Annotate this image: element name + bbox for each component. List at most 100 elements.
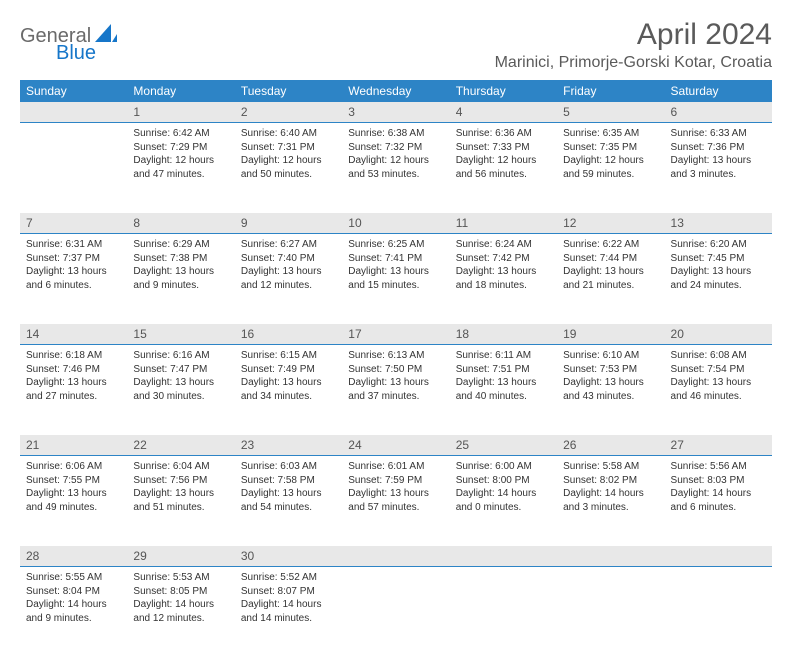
daylight-text: Daylight: 13 hours and 30 minutes. xyxy=(133,376,228,403)
day-cell: Sunrise: 6:36 AMSunset: 7:33 PMDaylight:… xyxy=(450,123,557,213)
daylight-text: Daylight: 13 hours and 12 minutes. xyxy=(241,265,336,292)
day-number: 6 xyxy=(665,102,772,123)
sunset-text: Sunset: 7:49 PM xyxy=(241,363,336,377)
sunrise-text: Sunrise: 5:52 AM xyxy=(241,571,336,585)
day-number: 30 xyxy=(235,546,342,567)
day-content: Sunrise: 5:53 AMSunset: 8:05 PMDaylight:… xyxy=(127,567,234,633)
weekday-header: Sunday xyxy=(20,80,127,102)
empty-day-number xyxy=(557,546,664,567)
day-cell xyxy=(342,567,449,657)
daylight-text: Daylight: 13 hours and 9 minutes. xyxy=(133,265,228,292)
day-number: 13 xyxy=(665,213,772,234)
day-content: Sunrise: 5:58 AMSunset: 8:02 PMDaylight:… xyxy=(557,456,664,522)
day-number: 9 xyxy=(235,213,342,234)
sunset-text: Sunset: 7:42 PM xyxy=(456,252,551,266)
day-cell: Sunrise: 6:22 AMSunset: 7:44 PMDaylight:… xyxy=(557,234,664,324)
day-content: Sunrise: 6:06 AMSunset: 7:55 PMDaylight:… xyxy=(20,456,127,522)
day-content: Sunrise: 6:03 AMSunset: 7:58 PMDaylight:… xyxy=(235,456,342,522)
day-content: Sunrise: 5:56 AMSunset: 8:03 PMDaylight:… xyxy=(665,456,772,522)
empty-day-number xyxy=(20,102,127,123)
sunset-text: Sunset: 7:54 PM xyxy=(671,363,766,377)
sunrise-text: Sunrise: 5:58 AM xyxy=(563,460,658,474)
daylight-text: Daylight: 13 hours and 18 minutes. xyxy=(456,265,551,292)
sunrise-text: Sunrise: 5:56 AM xyxy=(671,460,766,474)
sunset-text: Sunset: 7:40 PM xyxy=(241,252,336,266)
sunrise-text: Sunrise: 6:25 AM xyxy=(348,238,443,252)
daylight-text: Daylight: 13 hours and 49 minutes. xyxy=(26,487,121,514)
sunset-text: Sunset: 7:56 PM xyxy=(133,474,228,488)
day-number: 3 xyxy=(342,102,449,123)
sunrise-text: Sunrise: 6:20 AM xyxy=(671,238,766,252)
sunrise-text: Sunrise: 6:11 AM xyxy=(456,349,551,363)
day-cell xyxy=(450,567,557,657)
weekday-header: Tuesday xyxy=(235,80,342,102)
day-number: 12 xyxy=(557,213,664,234)
day-content-row: Sunrise: 6:18 AMSunset: 7:46 PMDaylight:… xyxy=(20,345,772,435)
day-cell: Sunrise: 5:58 AMSunset: 8:02 PMDaylight:… xyxy=(557,456,664,546)
weekday-header: Saturday xyxy=(665,80,772,102)
daylight-text: Daylight: 13 hours and 40 minutes. xyxy=(456,376,551,403)
day-number: 24 xyxy=(342,435,449,456)
sunset-text: Sunset: 8:04 PM xyxy=(26,585,121,599)
daynum-row: 14151617181920 xyxy=(20,324,772,345)
day-number: 14 xyxy=(20,324,127,345)
sunset-text: Sunset: 7:38 PM xyxy=(133,252,228,266)
empty-day-number xyxy=(450,546,557,567)
daylight-text: Daylight: 13 hours and 37 minutes. xyxy=(348,376,443,403)
sunset-text: Sunset: 8:07 PM xyxy=(241,585,336,599)
empty-day-number xyxy=(665,546,772,567)
day-cell: Sunrise: 6:01 AMSunset: 7:59 PMDaylight:… xyxy=(342,456,449,546)
day-number: 19 xyxy=(557,324,664,345)
day-content: Sunrise: 6:25 AMSunset: 7:41 PMDaylight:… xyxy=(342,234,449,300)
day-content-row: Sunrise: 6:31 AMSunset: 7:37 PMDaylight:… xyxy=(20,234,772,324)
header: General Blue April 2024 Marinici, Primor… xyxy=(20,18,772,72)
sunset-text: Sunset: 7:35 PM xyxy=(563,141,658,155)
day-content-row: Sunrise: 5:55 AMSunset: 8:04 PMDaylight:… xyxy=(20,567,772,657)
day-content: Sunrise: 5:52 AMSunset: 8:07 PMDaylight:… xyxy=(235,567,342,633)
day-content: Sunrise: 6:27 AMSunset: 7:40 PMDaylight:… xyxy=(235,234,342,300)
day-content: Sunrise: 6:22 AMSunset: 7:44 PMDaylight:… xyxy=(557,234,664,300)
weekday-header-row: SundayMondayTuesdayWednesdayThursdayFrid… xyxy=(20,80,772,102)
day-content: Sunrise: 6:13 AMSunset: 7:50 PMDaylight:… xyxy=(342,345,449,411)
daylight-text: Daylight: 13 hours and 51 minutes. xyxy=(133,487,228,514)
day-number: 17 xyxy=(342,324,449,345)
sunrise-text: Sunrise: 6:01 AM xyxy=(348,460,443,474)
day-content: Sunrise: 6:20 AMSunset: 7:45 PMDaylight:… xyxy=(665,234,772,300)
day-content: Sunrise: 6:24 AMSunset: 7:42 PMDaylight:… xyxy=(450,234,557,300)
daylight-text: Daylight: 13 hours and 24 minutes. xyxy=(671,265,766,292)
sunrise-text: Sunrise: 6:35 AM xyxy=(563,127,658,141)
day-content-row: Sunrise: 6:06 AMSunset: 7:55 PMDaylight:… xyxy=(20,456,772,546)
day-number: 11 xyxy=(450,213,557,234)
daylight-text: Daylight: 12 hours and 56 minutes. xyxy=(456,154,551,181)
sunrise-text: Sunrise: 6:10 AM xyxy=(563,349,658,363)
day-content: Sunrise: 6:11 AMSunset: 7:51 PMDaylight:… xyxy=(450,345,557,411)
sunrise-text: Sunrise: 6:29 AM xyxy=(133,238,228,252)
sunrise-text: Sunrise: 6:08 AM xyxy=(671,349,766,363)
day-cell xyxy=(665,567,772,657)
day-content: Sunrise: 6:00 AMSunset: 8:00 PMDaylight:… xyxy=(450,456,557,522)
day-content: Sunrise: 6:29 AMSunset: 7:38 PMDaylight:… xyxy=(127,234,234,300)
sunset-text: Sunset: 7:36 PM xyxy=(671,141,766,155)
sunset-text: Sunset: 8:03 PM xyxy=(671,474,766,488)
day-content: Sunrise: 6:04 AMSunset: 7:56 PMDaylight:… xyxy=(127,456,234,522)
sunset-text: Sunset: 7:46 PM xyxy=(26,363,121,377)
logo-word-2: Blue xyxy=(56,42,96,64)
day-cell: Sunrise: 6:40 AMSunset: 7:31 PMDaylight:… xyxy=(235,123,342,213)
day-cell: Sunrise: 6:35 AMSunset: 7:35 PMDaylight:… xyxy=(557,123,664,213)
day-number: 15 xyxy=(127,324,234,345)
daynum-row: 282930 xyxy=(20,546,772,567)
sunset-text: Sunset: 7:31 PM xyxy=(241,141,336,155)
sunrise-text: Sunrise: 6:00 AM xyxy=(456,460,551,474)
location: Marinici, Primorje-Gorski Kotar, Croatia xyxy=(495,54,772,72)
day-cell: Sunrise: 6:33 AMSunset: 7:36 PMDaylight:… xyxy=(665,123,772,213)
day-cell: Sunrise: 6:38 AMSunset: 7:32 PMDaylight:… xyxy=(342,123,449,213)
day-cell: Sunrise: 6:11 AMSunset: 7:51 PMDaylight:… xyxy=(450,345,557,435)
day-content: Sunrise: 6:31 AMSunset: 7:37 PMDaylight:… xyxy=(20,234,127,300)
daylight-text: Daylight: 12 hours and 53 minutes. xyxy=(348,154,443,181)
calendar-table: SundayMondayTuesdayWednesdayThursdayFrid… xyxy=(20,80,772,657)
daylight-text: Daylight: 13 hours and 34 minutes. xyxy=(241,376,336,403)
day-number: 5 xyxy=(557,102,664,123)
day-cell: Sunrise: 5:52 AMSunset: 8:07 PMDaylight:… xyxy=(235,567,342,657)
day-number: 4 xyxy=(450,102,557,123)
daynum-row: 123456 xyxy=(20,102,772,123)
